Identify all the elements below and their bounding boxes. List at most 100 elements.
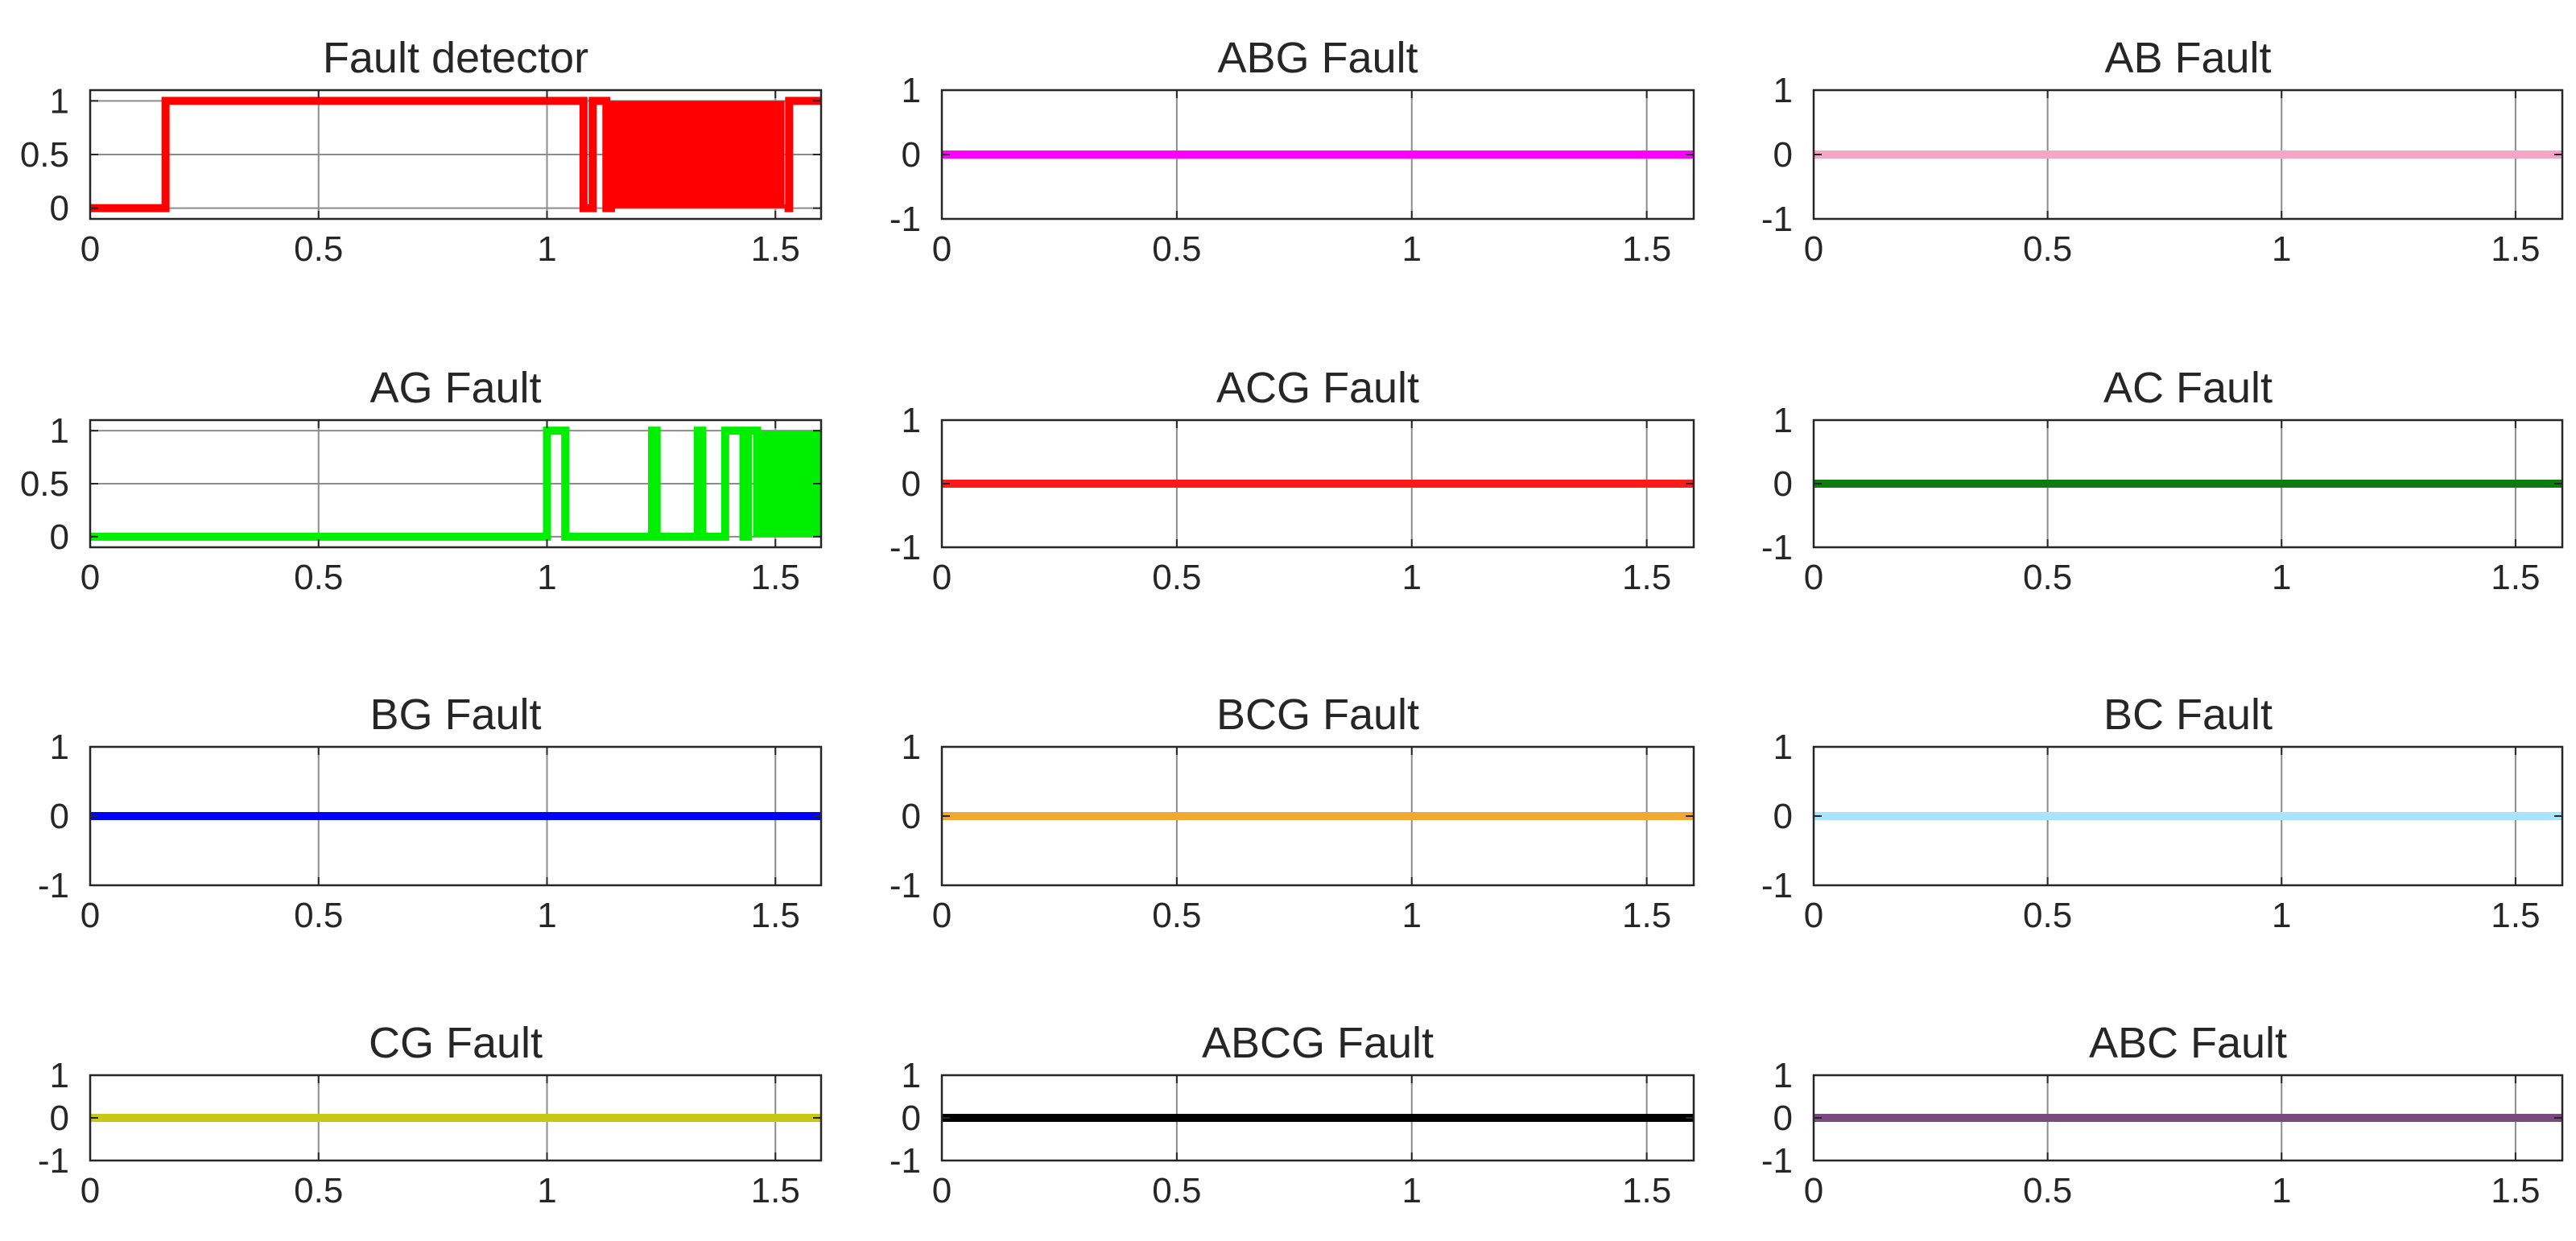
x-tick-label: 1 xyxy=(1402,1171,1422,1210)
y-tick-label: -1 xyxy=(1761,200,1793,239)
x-tick-label: 1 xyxy=(2272,1171,2291,1210)
subplot-title: BC Fault xyxy=(2103,691,2273,739)
y-tick-label: 0 xyxy=(1773,1099,1793,1138)
y-tick-label: 0.5 xyxy=(20,135,69,175)
subplot-title: CG Fault xyxy=(369,1019,543,1067)
y-tick-label: 1 xyxy=(902,401,921,440)
y-tick-label: 1 xyxy=(50,1056,69,1095)
x-tick-label: 0 xyxy=(80,1171,100,1210)
subplot-ac-fault: 0 0.5 1 1.5 -1 0 1 AC Fault xyxy=(1761,364,2564,597)
x-tick-label: 1 xyxy=(1402,229,1422,269)
x-tick-label: 1 xyxy=(2272,229,2291,269)
y-tick-label: 0 xyxy=(902,135,921,175)
y-tick-label: -1 xyxy=(38,866,69,905)
subplot-title: BG Fault xyxy=(369,691,541,739)
subplot-bcg-fault: 0 0.5 1 1.5 -1 0 1 BCG Fault xyxy=(890,691,1695,935)
x-tick-label: 1 xyxy=(537,229,556,269)
y-tick-label: 1 xyxy=(902,1056,921,1095)
y-tick-label: 0 xyxy=(902,464,921,504)
x-tick-label: 1.5 xyxy=(1622,1171,1671,1210)
x-tick-label: 0.5 xyxy=(1152,558,1201,597)
x-tick-label: 1 xyxy=(2272,558,2291,597)
series-line xyxy=(90,97,615,212)
subplot-acg-fault: 0 0.5 1 1.5 -1 0 1 ACG Fault xyxy=(890,364,1695,597)
y-tick-label: 1 xyxy=(50,411,69,451)
y-tick-label: 0 xyxy=(50,189,69,229)
x-tick-label: 0 xyxy=(932,896,952,935)
y-tick-label: -1 xyxy=(890,528,921,567)
y-tick-label: 1 xyxy=(902,728,921,767)
data-series xyxy=(90,97,821,212)
x-tick-label: 0 xyxy=(932,229,952,269)
series-line-tail xyxy=(784,97,821,212)
subplot-title: ACG Fault xyxy=(1216,364,1419,412)
y-tick-label: -1 xyxy=(1761,1141,1793,1181)
subplot-bc-fault: 0 0.5 1 1.5 -1 0 1 BC Fault xyxy=(1761,691,2564,935)
y-tick-label: -1 xyxy=(890,866,921,905)
y-tick-label: 0 xyxy=(50,797,69,836)
subplot-ag-fault: 0 0.5 1 1.5 0 0.5 1 AG Fault xyxy=(20,364,823,597)
subplot-title: AG Fault xyxy=(369,364,541,412)
y-tick-label: 1 xyxy=(1773,71,1793,110)
x-tick-label: 0.5 xyxy=(2023,558,2072,597)
x-tick-label: 1.5 xyxy=(751,558,800,597)
dense-switching-band xyxy=(757,431,821,537)
x-tick-label: 1.5 xyxy=(2491,1171,2540,1210)
y-tick-label: -1 xyxy=(1761,866,1793,905)
subplot-title: ABCG Fault xyxy=(1202,1019,1434,1067)
x-tick-label: 0 xyxy=(1804,558,1823,597)
x-tick-label: 0.5 xyxy=(294,896,343,935)
x-tick-label: 1 xyxy=(537,558,556,597)
x-tick-label: 0 xyxy=(80,896,100,935)
x-tick-label: 0.5 xyxy=(2023,896,2072,935)
x-tick-label: 0.5 xyxy=(294,229,343,269)
y-tick-label: 0 xyxy=(50,1099,69,1138)
x-tick-label: 0 xyxy=(932,558,952,597)
subplot-abg-fault: 0 0.5 1 1.5 -1 0 1 ABG Fault xyxy=(890,34,1695,269)
subplot-title: ABC Fault xyxy=(2089,1019,2287,1067)
subplot-ab-fault: 0 0.5 1 1.5 -1 0 1 AB Fault xyxy=(1761,34,2564,269)
subplot-title: ABG Fault xyxy=(1217,34,1418,82)
y-tick-label: 1 xyxy=(902,71,921,110)
y-tick-label: -1 xyxy=(38,1141,69,1181)
x-tick-label: 1 xyxy=(537,1171,556,1210)
x-tick-label: 1.5 xyxy=(1622,229,1671,269)
x-tick-label: 1.5 xyxy=(1622,558,1671,597)
x-tick-label: 1.5 xyxy=(751,896,800,935)
x-tick-label: 1 xyxy=(1402,558,1422,597)
y-tick-label: 1 xyxy=(1773,401,1793,440)
subplot-title: Fault detector xyxy=(323,34,588,82)
y-tick-label: 0 xyxy=(1773,797,1793,836)
x-tick-label: 0.5 xyxy=(1152,896,1201,935)
x-tick-label: 1.5 xyxy=(1622,896,1671,935)
y-tick-label: 0 xyxy=(902,797,921,836)
x-tick-label: 0.5 xyxy=(1152,1171,1201,1210)
x-tick-label: 0 xyxy=(932,1171,952,1210)
y-tick-label: 0 xyxy=(50,517,69,557)
data-series xyxy=(90,427,821,541)
x-tick-label: 0.5 xyxy=(294,558,343,597)
x-tick-label: 0 xyxy=(1804,1171,1823,1210)
x-tick-label: 1.5 xyxy=(2491,896,2540,935)
x-tick-label: 1.5 xyxy=(751,229,800,269)
subplot-title: BCG Fault xyxy=(1216,691,1419,739)
series-line xyxy=(90,427,762,541)
y-tick-label: -1 xyxy=(1761,528,1793,567)
y-tick-label: -1 xyxy=(890,200,921,239)
x-tick-label: 1.5 xyxy=(751,1171,800,1210)
x-tick-label: 1 xyxy=(2272,896,2291,935)
x-tick-label: 1 xyxy=(1402,896,1422,935)
y-tick-label: 1 xyxy=(50,81,69,121)
x-tick-label: 0.5 xyxy=(2023,229,2072,269)
y-tick-label: 0 xyxy=(1773,135,1793,175)
x-tick-label: 0.5 xyxy=(294,1171,343,1210)
y-tick-label: 0 xyxy=(902,1099,921,1138)
subplot-bg-fault: 0 0.5 1 1.5 -1 0 1 BG Fault xyxy=(38,691,823,935)
y-tick-label: 0.5 xyxy=(20,464,69,504)
subplot-fault-detector: 0 0.5 1 1.5 0 0.5 1 Fault detector xyxy=(20,34,823,269)
y-tick-label: -1 xyxy=(890,1141,921,1181)
